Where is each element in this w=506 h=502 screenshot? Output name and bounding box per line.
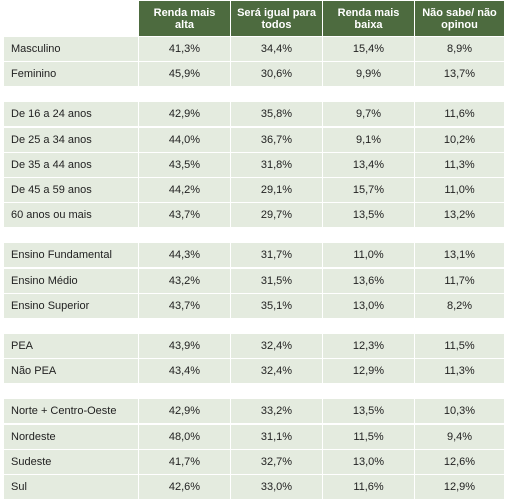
value-cell: 11,7% xyxy=(415,268,504,293)
row-label: Não PEA xyxy=(4,359,138,384)
row-label: Sudeste xyxy=(4,449,138,474)
value-cell: 43,4% xyxy=(139,359,230,384)
value-cell: 11,5% xyxy=(415,334,504,358)
value-cell: 32,7% xyxy=(231,449,322,474)
row-label: Ensino Superior xyxy=(4,293,138,318)
value-cell: 12,6% xyxy=(415,449,504,474)
value-cell: 31,1% xyxy=(231,424,322,449)
value-cell: 13,4% xyxy=(323,152,414,177)
value-cell: 13,5% xyxy=(323,203,414,228)
value-cell: 43,5% xyxy=(139,152,230,177)
row-label: Feminino xyxy=(4,62,138,87)
value-cell: 48,0% xyxy=(139,424,230,449)
value-cell: 12,3% xyxy=(323,334,414,358)
value-cell: 9,4% xyxy=(415,424,504,449)
value-cell: 11,0% xyxy=(415,178,504,202)
value-cell: 10,3% xyxy=(415,399,504,424)
row-label: Ensino Fundamental xyxy=(4,243,138,268)
value-cell: 11,5% xyxy=(323,424,414,449)
value-cell: 33,2% xyxy=(231,399,322,424)
header-cell: Renda mais alta xyxy=(139,1,230,36)
value-cell: 13,2% xyxy=(415,203,504,228)
row-label: De 35 a 44 anos xyxy=(4,152,138,177)
value-cell: 30,6% xyxy=(231,62,322,87)
value-cell: 45,9% xyxy=(139,62,230,87)
value-cell: 11,6% xyxy=(323,475,414,499)
value-cell: 43,7% xyxy=(139,203,230,228)
row-label: 60 anos ou mais xyxy=(4,203,138,228)
value-cell: 43,9% xyxy=(139,334,230,358)
value-cell: 33,0% xyxy=(231,475,322,499)
row-label: Norte + Centro-Oeste xyxy=(4,399,138,424)
value-cell: 13,5% xyxy=(323,399,414,424)
value-cell: 10,2% xyxy=(415,127,504,152)
value-cell: 9,9% xyxy=(323,62,414,87)
value-cell: 12,9% xyxy=(323,359,414,384)
value-cell: 31,5% xyxy=(231,268,322,293)
header-cell: Não sabe/ não opinou xyxy=(415,1,504,36)
value-cell: 44,2% xyxy=(139,178,230,202)
value-cell: 11,0% xyxy=(323,243,414,268)
value-cell: 9,1% xyxy=(323,127,414,152)
value-cell: 41,7% xyxy=(139,449,230,474)
value-cell: 42,9% xyxy=(139,102,230,127)
value-cell: 9,7% xyxy=(323,102,414,127)
value-cell: 34,4% xyxy=(231,37,322,61)
value-cell: 13,0% xyxy=(323,449,414,474)
header-cell: Renda mais baixa xyxy=(323,1,414,36)
value-cell: 44,0% xyxy=(139,127,230,152)
row-label: De 45 a 59 anos xyxy=(4,178,138,202)
row-label: Masculino xyxy=(4,37,138,61)
value-cell: 11,3% xyxy=(415,152,504,177)
value-cell: 42,9% xyxy=(139,399,230,424)
value-cell: 42,6% xyxy=(139,475,230,499)
value-cell: 29,1% xyxy=(231,178,322,202)
row-label: Sul xyxy=(4,475,138,499)
value-cell: 13,1% xyxy=(415,243,504,268)
value-cell: 11,6% xyxy=(415,102,504,127)
value-cell: 35,1% xyxy=(231,293,322,318)
header-cell: Será igual para todos xyxy=(231,1,322,36)
value-cell: 32,4% xyxy=(231,334,322,358)
value-cell: 15,4% xyxy=(323,37,414,61)
value-cell: 8,2% xyxy=(415,293,504,318)
value-cell: 44,3% xyxy=(139,243,230,268)
value-cell: 29,7% xyxy=(231,203,322,228)
row-label: Nordeste xyxy=(4,424,138,449)
row-label: PEA xyxy=(4,334,138,358)
value-cell: 36,7% xyxy=(231,127,322,152)
value-cell: 43,2% xyxy=(139,268,230,293)
value-cell: 31,7% xyxy=(231,243,322,268)
value-cell: 15,7% xyxy=(323,178,414,202)
value-cell: 43,7% xyxy=(139,293,230,318)
row-label: De 25 a 34 anos xyxy=(4,127,138,152)
value-cell: 8,9% xyxy=(415,37,504,61)
value-cell: 12,9% xyxy=(415,475,504,499)
value-cell: 32,4% xyxy=(231,359,322,384)
row-label: Ensino Médio xyxy=(4,268,138,293)
value-cell: 41,3% xyxy=(139,37,230,61)
value-cell: 13,0% xyxy=(323,293,414,318)
value-cell: 31,8% xyxy=(231,152,322,177)
value-cell: 35,8% xyxy=(231,102,322,127)
value-cell: 11,3% xyxy=(415,359,504,384)
value-cell: 13,6% xyxy=(323,268,414,293)
value-cell: 13,7% xyxy=(415,62,504,87)
row-label: De 16 a 24 anos xyxy=(4,102,138,127)
